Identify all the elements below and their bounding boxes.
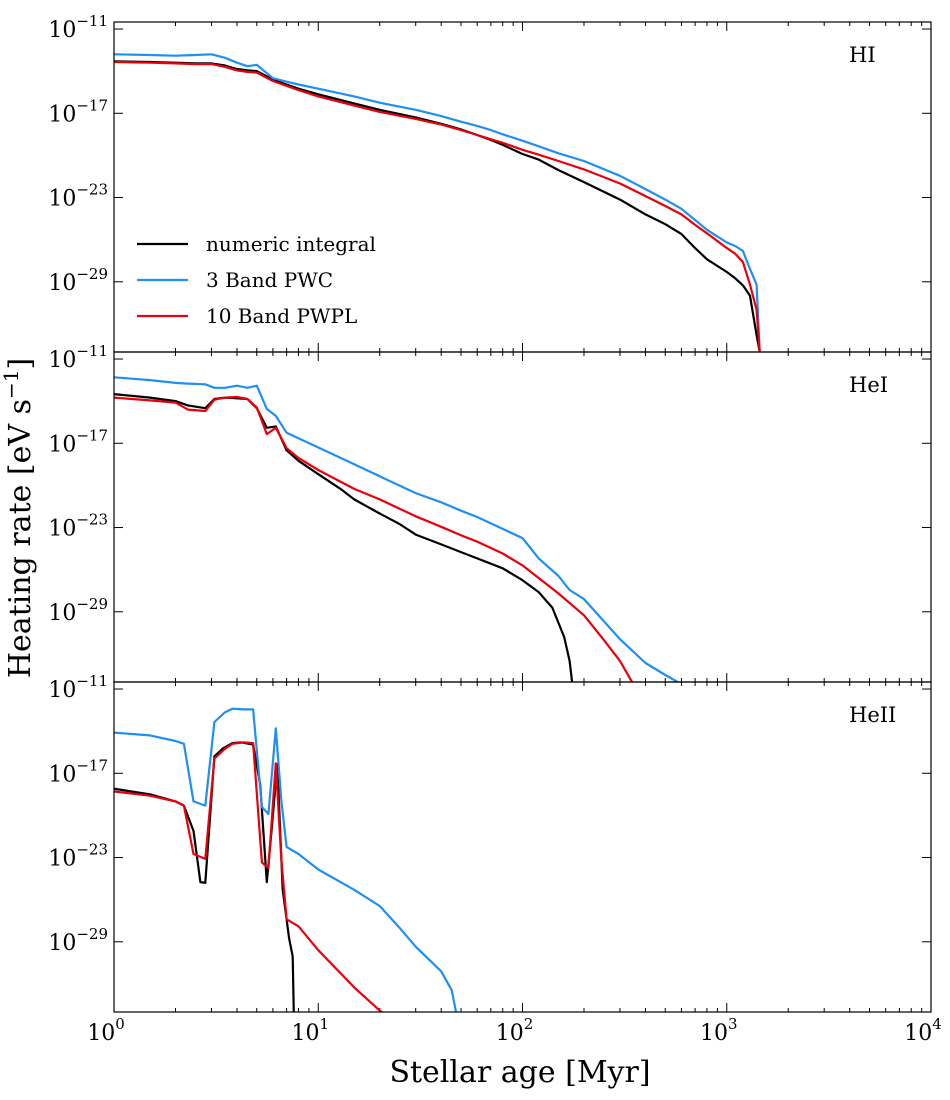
y-axis-title-main: Heating rate [eV s xyxy=(3,399,38,678)
panel-frame xyxy=(113,351,932,683)
legend: numeric integral 3 Band PWC 10 Band PWPL xyxy=(137,232,376,328)
y-tick-label-base: 10 xyxy=(48,271,76,296)
y-tick-label: 10−23 xyxy=(48,181,108,212)
y-tick-label-base: 10 xyxy=(48,847,76,872)
y-tick-label-exp: −29 xyxy=(76,925,108,943)
x-tick-label: 102 xyxy=(496,1015,534,1046)
y-tick-label: 10−11 xyxy=(48,672,108,703)
series-10-band-pwpl xyxy=(114,741,384,1012)
x-tick-label-exp: 1 xyxy=(319,1015,329,1033)
y-tick-label-base: 10 xyxy=(48,348,76,373)
y-tick-label-exp: −17 xyxy=(76,426,108,444)
y-tick-label-base: 10 xyxy=(48,432,76,457)
x-tick-label-base: 10 xyxy=(904,1021,932,1046)
y-tick-label-exp: −11 xyxy=(76,12,108,30)
y-tick-label-base: 10 xyxy=(48,102,76,127)
y-tick-label: 10−17 xyxy=(48,756,108,787)
series-10-band-pwpl xyxy=(114,60,761,352)
panel-frame xyxy=(113,681,932,1013)
y-tick-label-exp: −23 xyxy=(76,841,108,859)
legend-label-10-band-pwpl: 10 Band PWPL xyxy=(206,304,357,328)
y-axis-title-exponent: −1 xyxy=(0,370,23,399)
y-tick-label-exp: −17 xyxy=(76,96,108,114)
y-tick-label: 10−29 xyxy=(48,595,108,626)
series-group xyxy=(114,707,458,1012)
panel-label: HeII xyxy=(849,703,896,727)
x-tick-label-exp: 0 xyxy=(115,1015,125,1033)
y-tick-label: 10−29 xyxy=(48,265,108,296)
y-tick-label: 10−11 xyxy=(48,12,108,43)
x-tick-label-exp: 2 xyxy=(524,1015,534,1033)
y-tick-label: 10−29 xyxy=(48,925,108,956)
y-tick-label: 10−17 xyxy=(48,96,108,127)
series-3-band-pwc xyxy=(114,707,458,1012)
series-3-band-pwc xyxy=(114,53,761,352)
y-tick-label: 10−17 xyxy=(48,426,108,457)
y-tick-label-base: 10 xyxy=(48,931,76,956)
panel-frame xyxy=(113,21,932,353)
legend-label-numeric-integral: numeric integral xyxy=(206,232,376,256)
x-tick-label-exp: 3 xyxy=(728,1015,738,1033)
y-tick-label-exp: −29 xyxy=(76,265,108,283)
panels-layer: 10−1110−1710−2310−29HI10−1110−1710−2310−… xyxy=(48,12,941,1046)
x-tick-label: 103 xyxy=(700,1015,738,1046)
y-axis-title: Heating rate [eV s−1] xyxy=(0,358,38,678)
series-group xyxy=(114,376,680,682)
x-tick-label-base: 10 xyxy=(87,1021,115,1046)
y-tick-label-exp: −23 xyxy=(76,181,108,199)
panel-label: HeI xyxy=(849,373,888,397)
y-tick-label-base: 10 xyxy=(48,678,76,703)
x-axis-title: Stellar age [Myr] xyxy=(389,1055,650,1090)
series-3-band-pwc xyxy=(114,376,680,682)
y-tick-label-exp: −11 xyxy=(76,342,108,360)
axes-titles: Stellar age [Myr] Heating rate [eV s−1] xyxy=(0,358,651,1090)
y-tick-label: 10−11 xyxy=(48,342,108,373)
y-tick-label-exp: −17 xyxy=(76,756,108,774)
y-tick-label-exp: −23 xyxy=(76,511,108,529)
y-tick-label-base: 10 xyxy=(48,18,76,43)
series-group xyxy=(114,53,761,352)
x-tick-label: 101 xyxy=(291,1015,329,1046)
y-tick-label-base: 10 xyxy=(48,762,76,787)
y-tick-label-exp: −11 xyxy=(76,672,108,690)
x-tick-label: 104 xyxy=(904,1015,942,1046)
panel-label: HI xyxy=(849,43,876,67)
series-numeric-integral xyxy=(114,393,574,682)
y-tick-label-base: 10 xyxy=(48,601,76,626)
y-tick-label: 10−23 xyxy=(48,511,108,542)
y-tick-label-base: 10 xyxy=(48,187,76,212)
y-tick-label-base: 10 xyxy=(48,517,76,542)
series-10-band-pwpl xyxy=(114,395,634,682)
series-numeric-integral xyxy=(114,741,295,1012)
x-tick-label: 100 xyxy=(87,1015,125,1046)
x-tick-label-base: 10 xyxy=(291,1021,319,1046)
y-axis-title-close: ] xyxy=(3,358,38,370)
x-tick-label-base: 10 xyxy=(496,1021,524,1046)
y-tick-label: 10−23 xyxy=(48,841,108,872)
y-tick-label-exp: −29 xyxy=(76,595,108,613)
x-tick-label-base: 10 xyxy=(700,1021,728,1046)
legend-label-3-band-pwc: 3 Band PWC xyxy=(206,268,333,292)
x-tick-label-exp: 4 xyxy=(932,1015,942,1033)
x-tick-labels: 100 101 102 103 104 xyxy=(87,1015,942,1046)
